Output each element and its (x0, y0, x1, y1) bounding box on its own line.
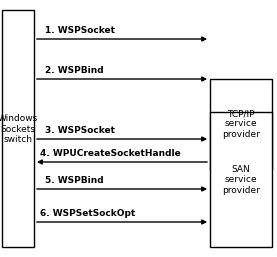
Text: TCP/IP
service
provider: TCP/IP service provider (222, 109, 260, 139)
Text: Windows
Sockets
switch: Windows Sockets switch (0, 114, 38, 144)
Text: 3. WSPSocket: 3. WSPSocket (45, 126, 115, 135)
Text: 2. WSPBind: 2. WSPBind (45, 66, 104, 75)
Text: 4. WPUCreateSocketHandle: 4. WPUCreateSocketHandle (40, 149, 181, 158)
Bar (2, 10, 34, 247)
Text: 5. WSPBind: 5. WSPBind (45, 176, 104, 185)
Text: 1. WSPSocket: 1. WSPSocket (45, 26, 115, 35)
Bar (210, 112, 272, 247)
Text: SAN
service
provider: SAN service provider (222, 165, 260, 195)
Text: 6. WSPSetSockOpt: 6. WSPSetSockOpt (40, 209, 135, 218)
Bar (210, 79, 272, 169)
